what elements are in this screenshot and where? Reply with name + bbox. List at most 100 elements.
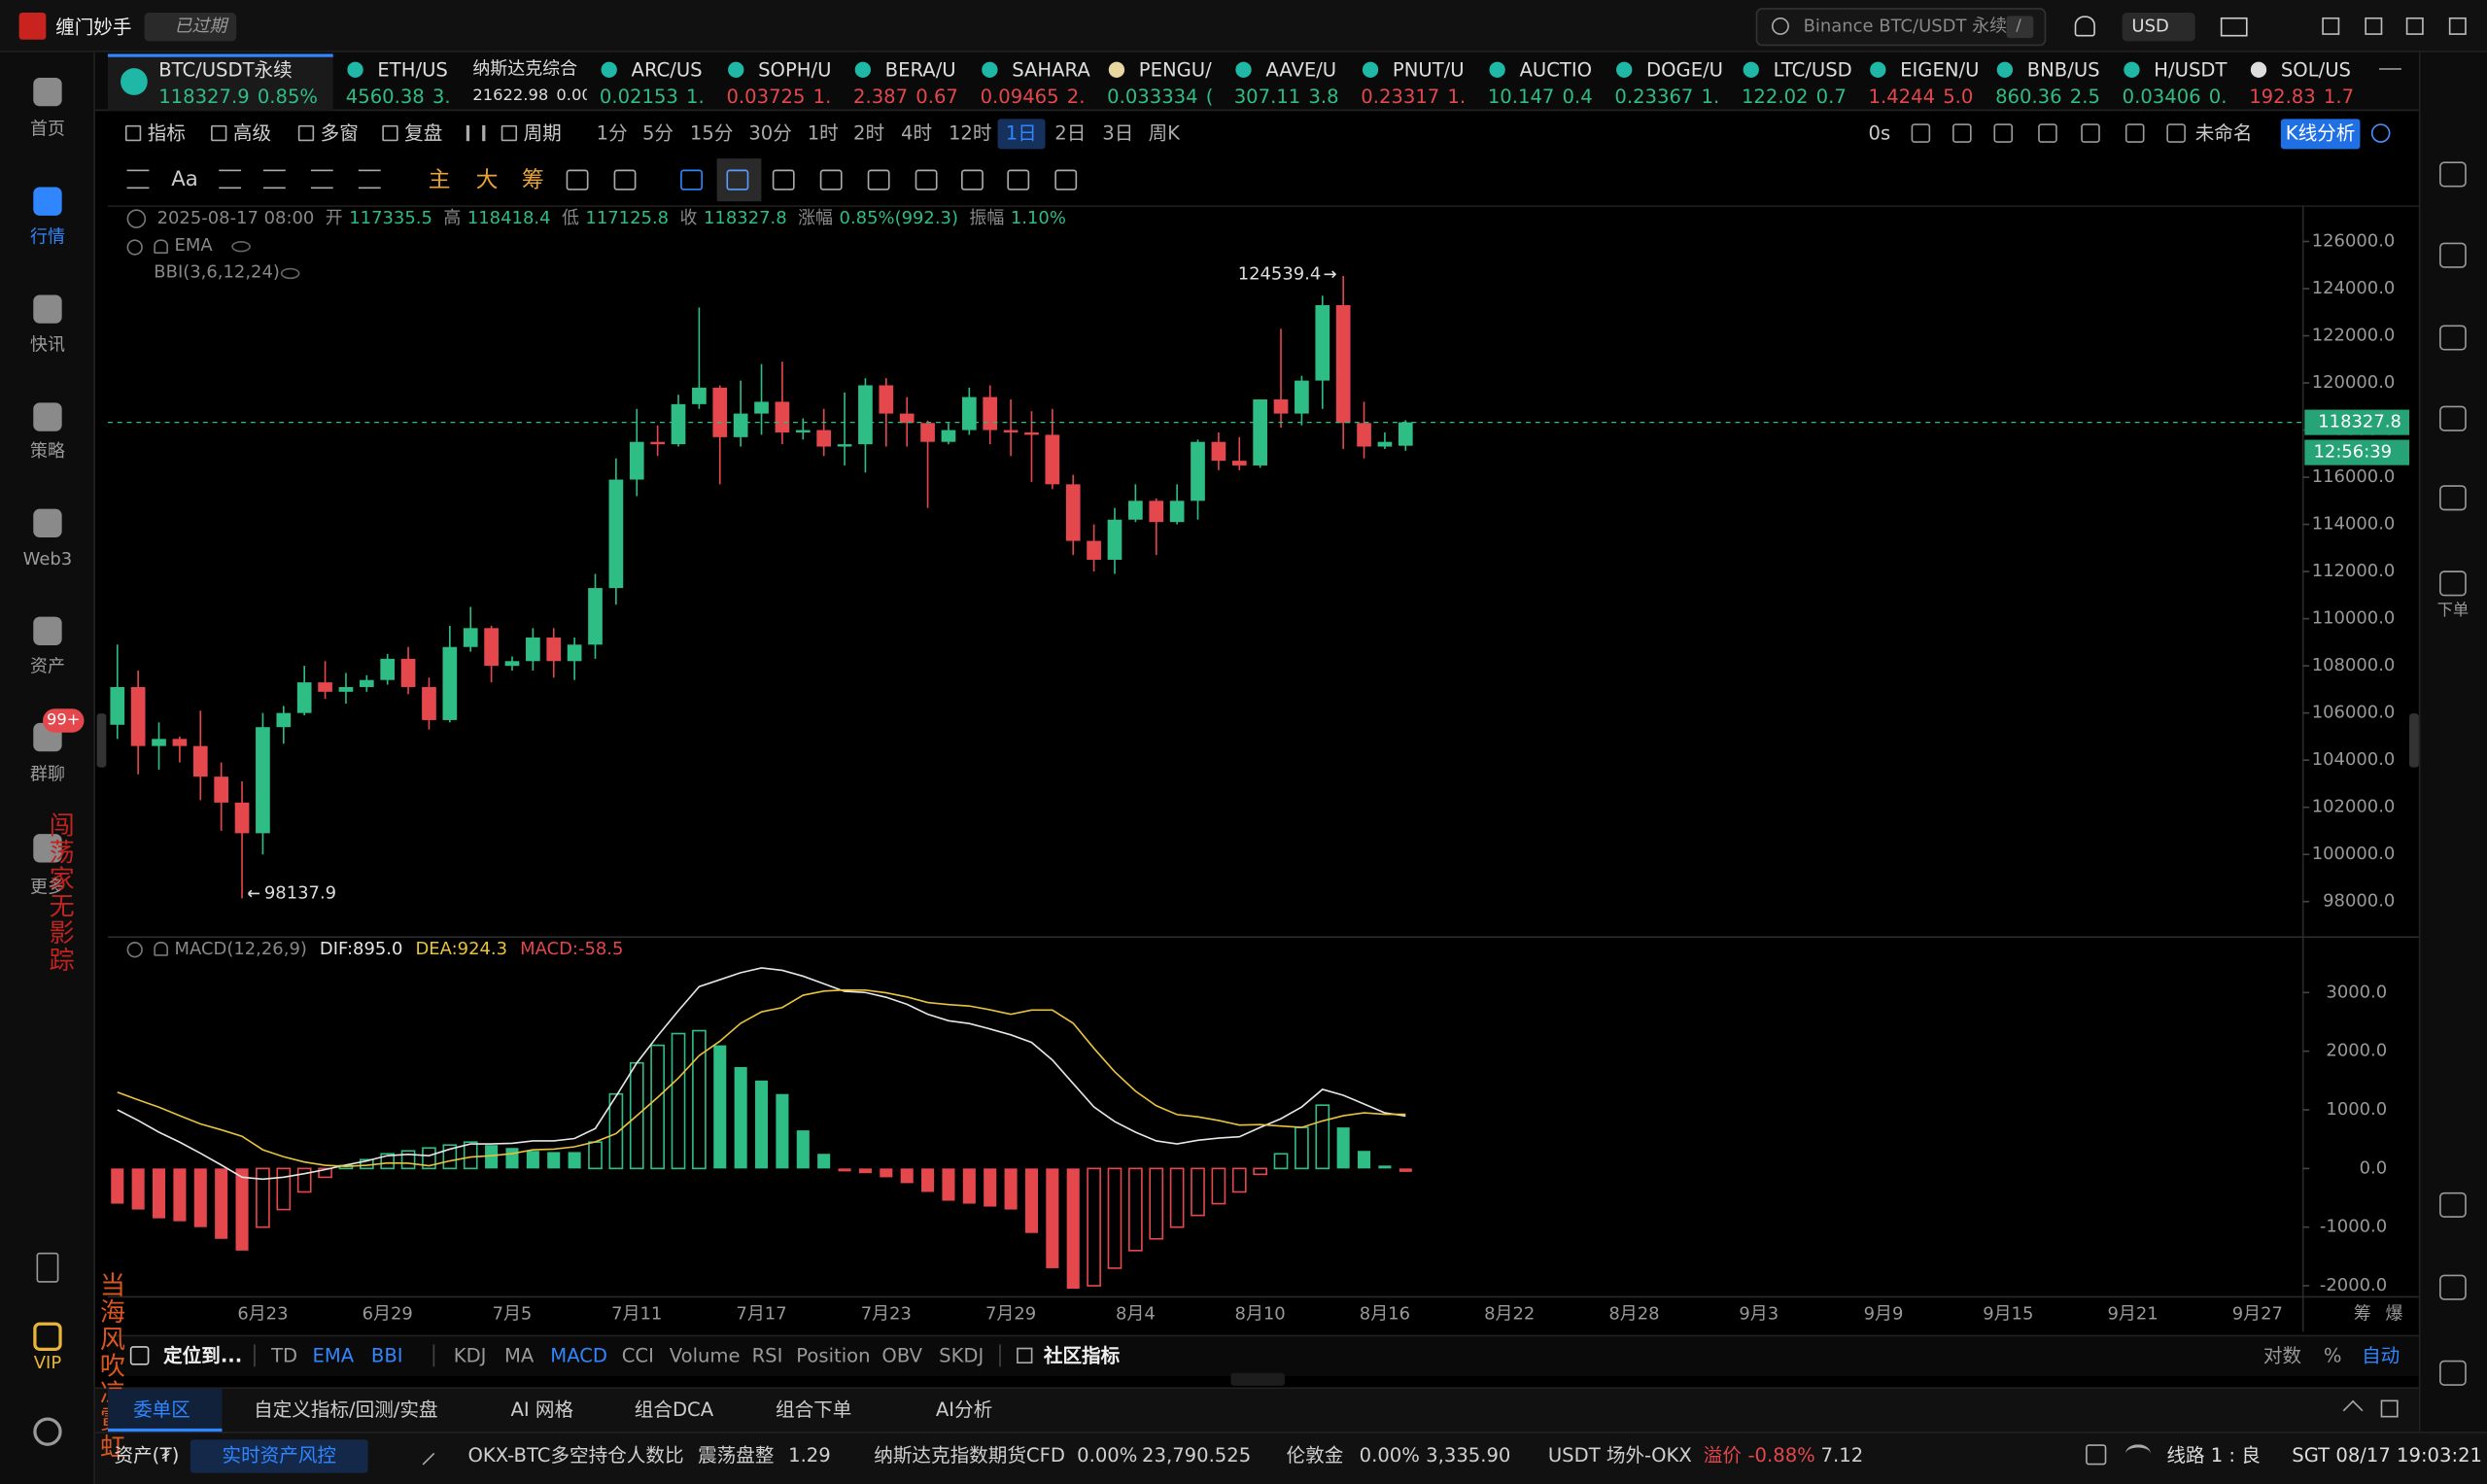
- analysis-button[interactable]: K线分析: [2285, 121, 2356, 145]
- ticker-price: 0.09465: [980, 86, 1059, 108]
- ticker[interactable]: BTC/USDT永续 118327.9 0.85%: [108, 53, 333, 111]
- interval-button[interactable]: 2日: [1054, 121, 1087, 145]
- tool-button[interactable]: 高级: [232, 121, 272, 145]
- field-label: 收: [679, 207, 698, 228]
- indicator-button[interactable]: CCI: [621, 1344, 654, 1367]
- candle-body: [1003, 430, 1019, 432]
- ticker[interactable]: AUCTIO 10.147 0.4: [1475, 53, 1603, 111]
- interval-button[interactable]: 2时: [853, 121, 885, 145]
- indicator-button[interactable]: Volume: [669, 1344, 741, 1367]
- indicator-button[interactable]: Position: [796, 1344, 871, 1367]
- drawing-tool[interactable]: 筹: [521, 167, 544, 194]
- sidebar-item[interactable]: 首页: [30, 119, 65, 140]
- bottom-tab[interactable]: AI 网格: [510, 1398, 574, 1421]
- ticker-change: 1.: [1447, 86, 1467, 108]
- interval-button[interactable]: 15分: [689, 121, 734, 145]
- tool-button[interactable]: 指标: [147, 121, 186, 145]
- sidebar-item[interactable]: Web3: [22, 548, 73, 569]
- status-item: 0.00%: [1077, 1444, 1138, 1467]
- x-tick-label: 8月10: [1235, 1303, 1286, 1324]
- scale-button[interactable]: 对数: [2262, 1344, 2302, 1367]
- locate-button[interactable]: 定位到...: [163, 1344, 243, 1367]
- layout-name[interactable]: 未命名: [2194, 121, 2253, 145]
- refresh[interactable]: 0s: [1868, 121, 1891, 145]
- indicator-button[interactable]: KDJ: [453, 1344, 487, 1367]
- indicator-button[interactable]: MA: [503, 1344, 535, 1367]
- tool-button[interactable]: 复盘: [404, 121, 443, 145]
- y-tick-label: 106000.0: [2312, 703, 2396, 723]
- interval-button[interactable]: 12时: [948, 121, 992, 145]
- interval-button[interactable]: 30分: [748, 121, 792, 145]
- ticker[interactable]: AAVE/U 307.11 3.8: [1222, 53, 1349, 111]
- draw-icon: [1054, 169, 1078, 190]
- bell-icon: [2074, 16, 2095, 37]
- wifi-icon: [2124, 1444, 2152, 1464]
- x-tick-label: 7月23: [861, 1303, 912, 1324]
- ticker[interactable]: SOL/US 192.83 1.7: [2236, 53, 2364, 111]
- drawing-tool[interactable]: 主: [428, 167, 451, 194]
- interval-button[interactable]: 3日: [1102, 121, 1134, 145]
- x-tick-label: 6月29: [363, 1303, 413, 1324]
- scale-button[interactable]: 自动: [2362, 1344, 2401, 1367]
- interval-button[interactable]: 4时: [900, 121, 933, 145]
- tool-button[interactable]: 多窗: [320, 121, 359, 145]
- collapse-handle: [96, 713, 107, 768]
- ticker[interactable]: EIGEN/U 1.4244 5.0: [1855, 53, 1983, 111]
- ticker-icon: [854, 61, 871, 78]
- ticker[interactable]: ARC/US 0.02153 1.: [587, 53, 714, 111]
- drawing-tool[interactable]: 大: [475, 167, 499, 194]
- collapse-icon[interactable]: [126, 209, 147, 228]
- bottom-tab[interactable]: AI分析: [935, 1398, 993, 1421]
- scale-button[interactable]: %: [2323, 1344, 2342, 1367]
- sidebar-item[interactable]: 行情: [30, 226, 65, 248]
- indicator-button[interactable]: BBI: [370, 1344, 403, 1367]
- ticker[interactable]: BNB/US 860.36 2.5: [1983, 53, 2110, 111]
- sidebar-item[interactable]: 更多: [30, 877, 65, 898]
- indicator-button[interactable]: OBV: [881, 1344, 923, 1367]
- ticker-quote: 118327.9 0.85%: [158, 84, 318, 109]
- drawing-tool[interactable]: Aa: [171, 167, 198, 192]
- interval-button[interactable]: 5分: [641, 121, 674, 145]
- ticker[interactable]: PENGU/0.033334 (: [1094, 53, 1222, 111]
- bottom-tab[interactable]: 组合DCA: [634, 1398, 714, 1421]
- ticker[interactable]: ETH/US 4560.38 3.: [333, 53, 461, 111]
- ticker[interactable]: DOGE/U 0.23367 1.: [1602, 53, 1729, 111]
- arrow: [247, 889, 259, 898]
- sidebar-item[interactable]: 快讯: [30, 334, 65, 356]
- indicator-button[interactable]: TD: [271, 1344, 298, 1367]
- field-value: 118418.4: [466, 207, 551, 228]
- ticker[interactable]: PNUT/U 0.23317 1.: [1348, 53, 1475, 111]
- bottom-tab[interactable]: 组合下单: [776, 1398, 852, 1421]
- ticker[interactable]: 纳斯达克综合 21622.98 0.00: [460, 53, 587, 111]
- interval-button[interactable]: 1日: [1005, 121, 1037, 145]
- ticker[interactable]: SAHARA 0.09465 2.: [968, 53, 1095, 111]
- indicator-button[interactable]: SKDJ: [939, 1344, 984, 1367]
- ticker[interactable]: SOPH/U 0.03725 1.: [713, 53, 841, 111]
- x-tick-label: 7月5: [493, 1303, 533, 1324]
- sidebar-item[interactable]: VIP: [33, 1352, 62, 1373]
- tool-button[interactable]: 周期: [523, 121, 562, 145]
- bottom-tab[interactable]: 委单区: [133, 1398, 190, 1421]
- macd-bar: [296, 1167, 312, 1193]
- sidebar-item[interactable]: 资产: [30, 656, 65, 677]
- indicator-button[interactable]: EMA: [312, 1344, 355, 1367]
- interval-button[interactable]: 1时: [807, 121, 839, 145]
- ohlc-row: 2025-08-17 08:00 开 117335.5 高 118418.4 低 11712…: [126, 206, 1066, 231]
- interval-button[interactable]: 周K: [1148, 121, 1181, 145]
- ticker[interactable]: LTC/USD 122.02 0.7: [1729, 53, 1856, 111]
- indicator-button[interactable]: RSI: [751, 1344, 783, 1367]
- indicator-button[interactable]: MACD: [550, 1344, 608, 1367]
- right-label[interactable]: 下单: [2436, 602, 2470, 620]
- macd-bar: [235, 1168, 249, 1251]
- interval-button[interactable]: 1分: [596, 121, 628, 145]
- risk-button[interactable]: 实时资产风控: [222, 1444, 337, 1467]
- sidebar-item[interactable]: 群聊: [30, 764, 65, 785]
- ticker[interactable]: BERA/U 2.387 0.67: [841, 53, 968, 111]
- sidebar-item[interactable]: 策略: [30, 440, 65, 462]
- status-item: 0.00%: [1359, 1444, 1420, 1467]
- currency[interactable]: USD: [2131, 16, 2169, 37]
- community-button[interactable]: 社区指标: [1043, 1344, 1121, 1367]
- bottom-tab[interactable]: 自定义指标/回测/实盘: [254, 1398, 438, 1421]
- y-tick-label: 1000.0: [2326, 1099, 2387, 1120]
- ticker[interactable]: H/USDT 0.03406 0.: [2110, 53, 2237, 111]
